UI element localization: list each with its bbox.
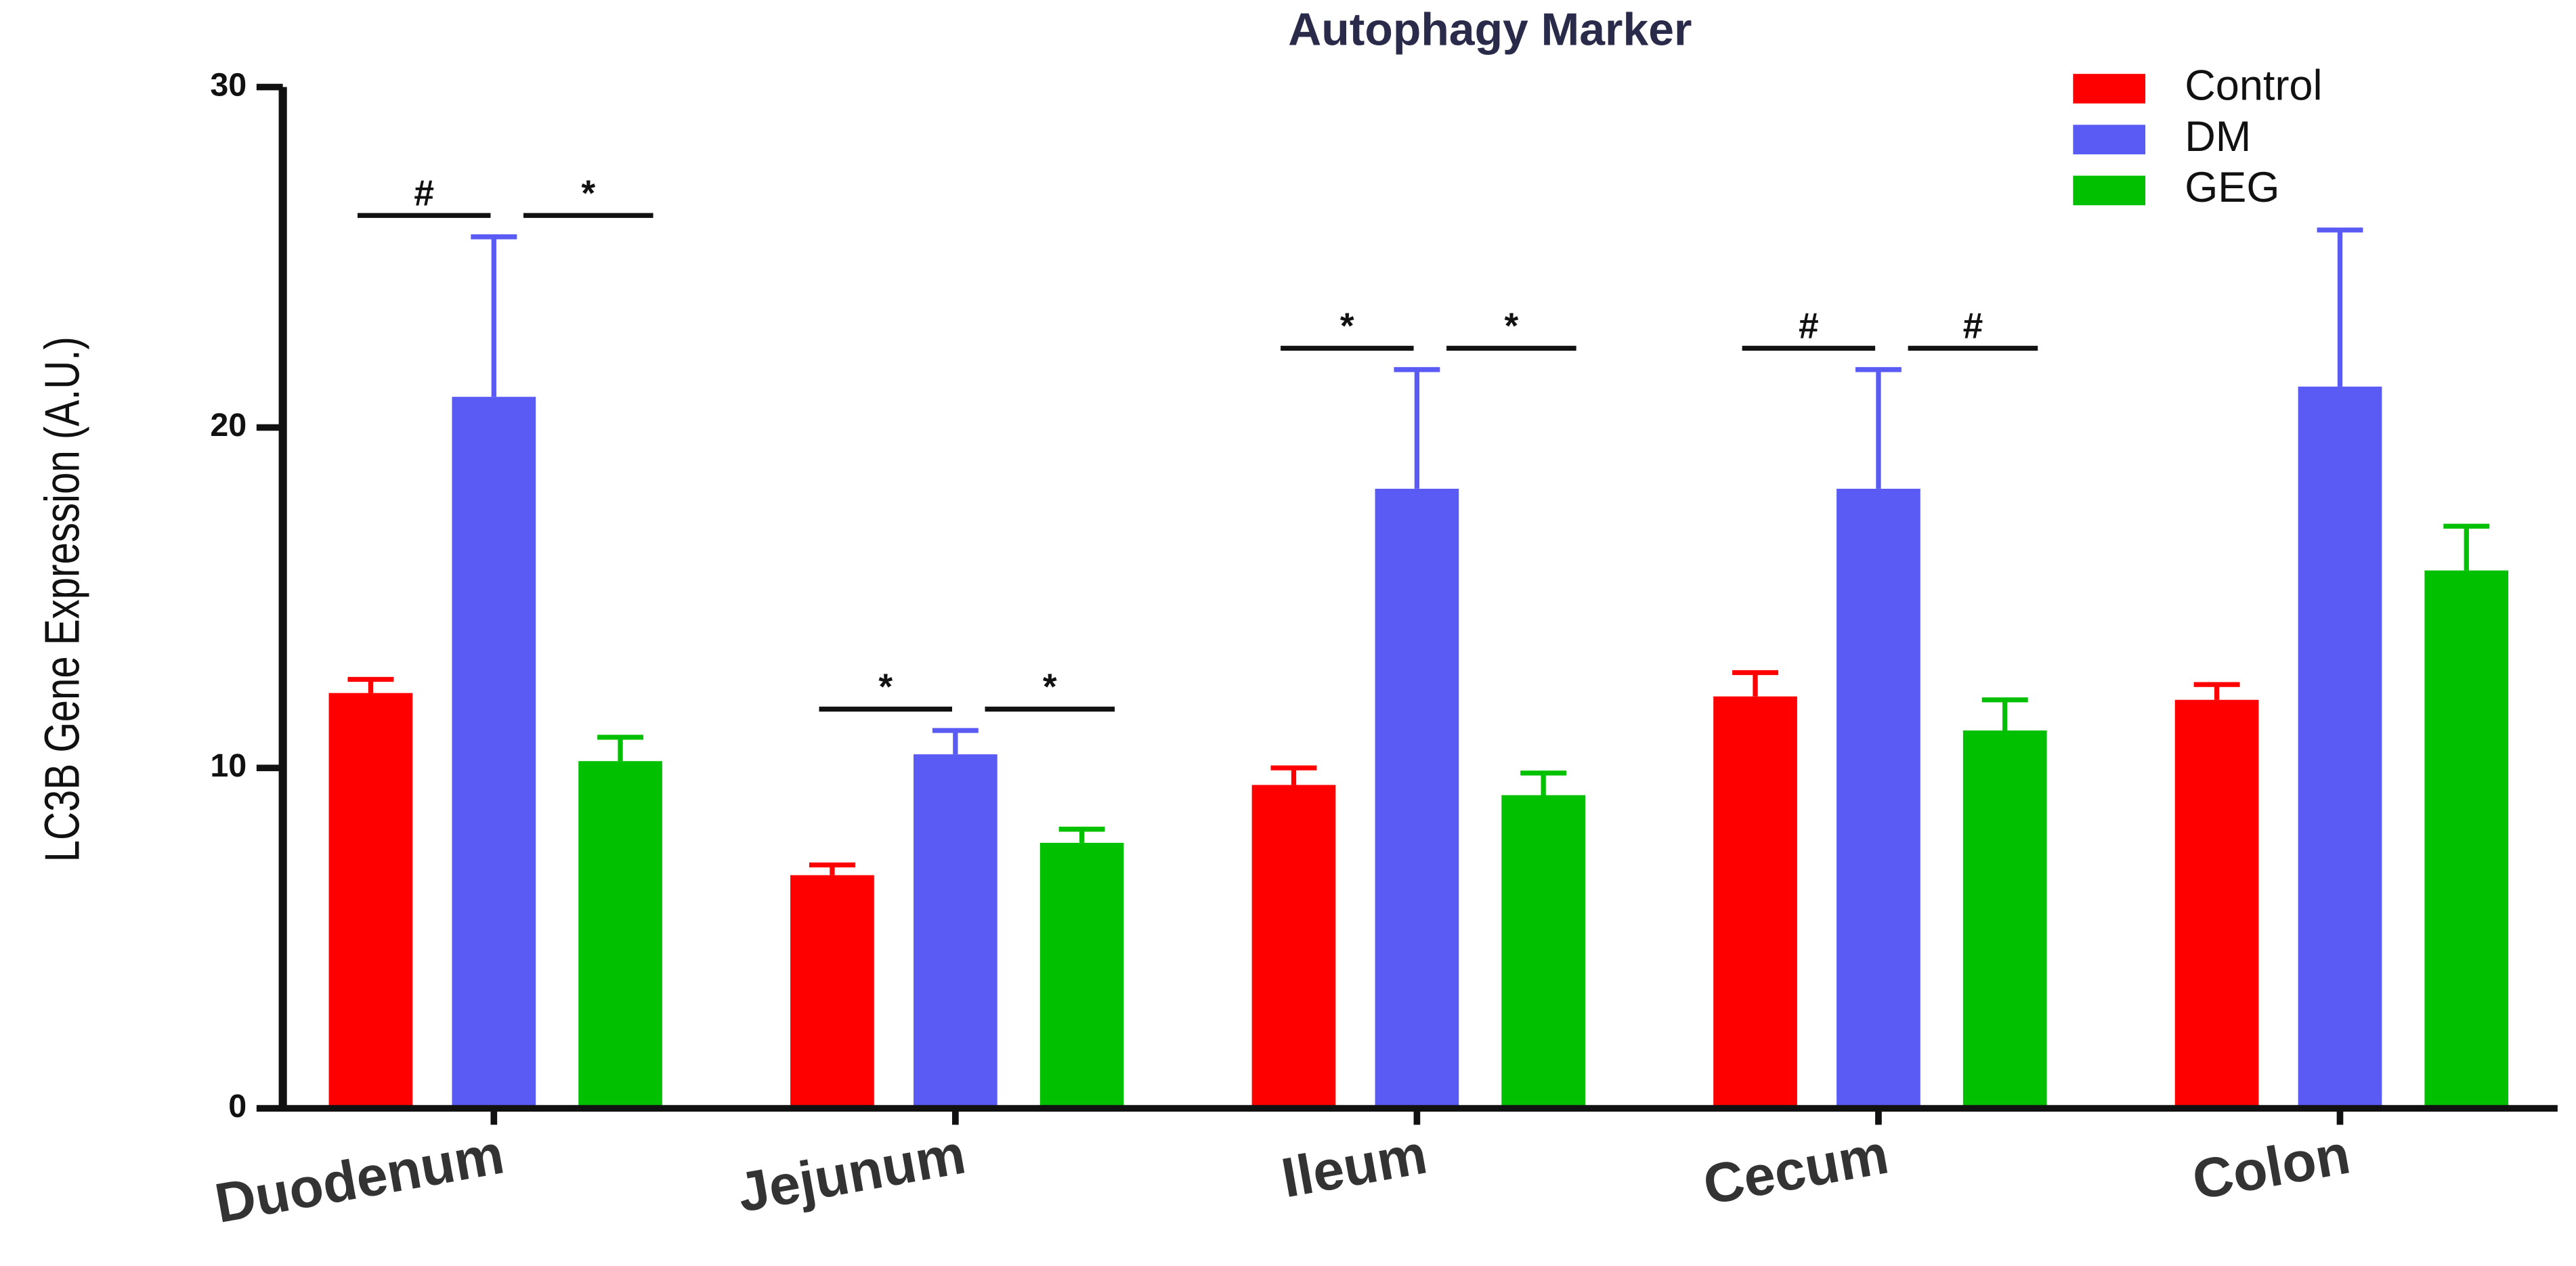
bar — [1962, 730, 2047, 1109]
legend-label: DM — [2185, 113, 2251, 160]
significance-label: * — [1043, 667, 1057, 707]
error-bar — [1058, 827, 1105, 843]
bar — [2298, 387, 2382, 1109]
legend-label: Control — [2185, 62, 2322, 110]
error-bar — [1981, 697, 2028, 730]
error-bar — [1394, 367, 1440, 489]
bar — [2424, 570, 2509, 1109]
y-tick-label: 30 — [210, 66, 246, 103]
error-bar — [2193, 682, 2240, 700]
significance-label: * — [581, 173, 595, 213]
bar — [578, 761, 662, 1109]
x-tick-label: Jejunum — [733, 1122, 970, 1223]
significance-label: * — [1340, 306, 1354, 346]
error-bar — [1270, 765, 1317, 785]
y-tick-label: 10 — [210, 747, 246, 784]
error-bar — [809, 862, 855, 875]
bar — [2174, 699, 2259, 1109]
bar — [452, 397, 536, 1109]
legend-swatch — [2073, 125, 2146, 154]
error-bar — [471, 234, 517, 397]
error-bar — [2317, 227, 2363, 387]
bar — [1039, 842, 1124, 1109]
significance-label: # — [1963, 306, 1983, 346]
y-tick-label: 20 — [210, 407, 246, 443]
bar — [1501, 795, 1586, 1109]
legend-swatch — [2073, 175, 2146, 206]
x-tick-label: Colon — [2188, 1122, 2355, 1211]
y-tick-label: 0 — [228, 1088, 246, 1125]
significance-label: * — [1504, 306, 1518, 346]
legend-label: GEG — [2185, 164, 2279, 211]
error-bar — [1732, 670, 1778, 697]
bar — [1713, 696, 1797, 1109]
significance-label: # — [1799, 306, 1819, 346]
significance-label: # — [414, 173, 434, 213]
x-tick-label: Duodenum — [211, 1122, 509, 1234]
x-tick-label: Ileum — [1277, 1122, 1432, 1209]
bar — [328, 693, 413, 1109]
bar — [1251, 785, 1336, 1109]
error-bar — [347, 676, 394, 693]
bar — [1375, 488, 1459, 1109]
legend-swatch — [2073, 74, 2146, 104]
error-bar — [932, 728, 979, 755]
significance-label: * — [878, 667, 893, 707]
bar — [914, 754, 997, 1109]
error-bar — [1855, 367, 1902, 489]
bar — [1837, 488, 1920, 1109]
error-bar — [2443, 523, 2490, 571]
chart-title: Autophagy Marker — [1288, 4, 1692, 55]
error-bar — [597, 735, 644, 762]
error-bar — [1520, 770, 1567, 795]
y-axis-label: LC3B Gene Expression (A.U.) — [34, 336, 89, 862]
x-tick-label: Cecum — [1699, 1122, 1893, 1216]
bar — [790, 875, 874, 1109]
